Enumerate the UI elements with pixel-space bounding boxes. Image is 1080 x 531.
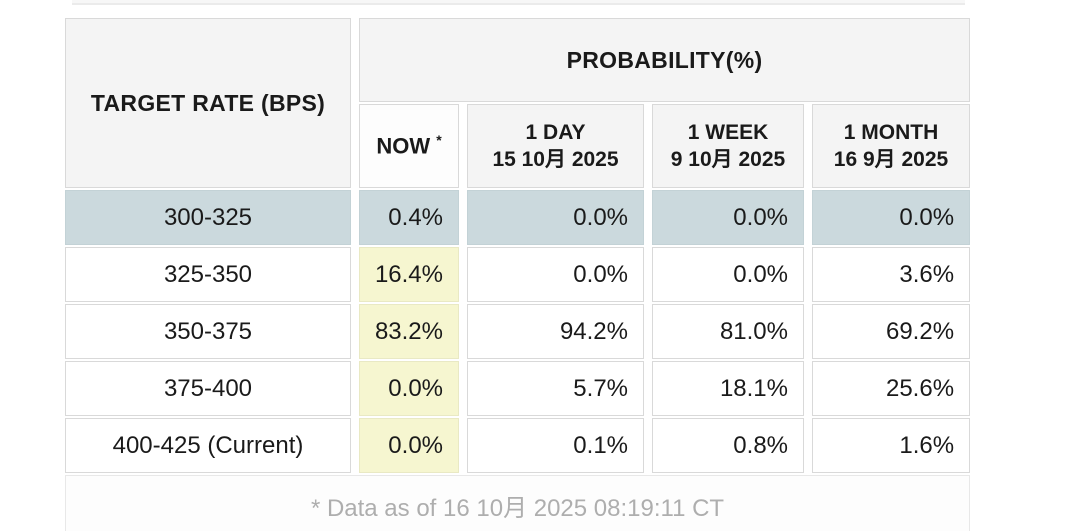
rate-range-cell: 325-350 [65, 247, 351, 302]
probability-cell-1day: 0.0% [467, 190, 644, 245]
column-label: 1 MONTH [843, 120, 939, 144]
column-label: 1 WEEK [687, 120, 769, 144]
table-row-325-350: 325-350 16.4% 0.0% 0.0% 3.6% [65, 247, 971, 302]
column-date: 15 10月 2025 [492, 148, 619, 171]
table-row-375-400: 375-400 0.0% 5.7% 18.1% 25.6% [65, 361, 971, 416]
column-date: 16 9月 2025 [833, 148, 949, 171]
probability-cell-1day: 0.0% [467, 247, 644, 302]
data-as-of-note: * Data as of 16 10月 2025 08:19:11 CT [65, 475, 971, 531]
probability-cell-now: 83.2% [359, 304, 459, 359]
probability-cell-1month: 3.6% [812, 247, 971, 302]
probability-cell-1week: 0.0% [652, 247, 804, 302]
probability-cell-now: 16.4% [359, 247, 459, 302]
target-rate-header: TARGET RATE (BPS) [65, 18, 351, 188]
probability-cell-1day: 5.7% [467, 361, 644, 416]
probability-cell-1week: 0.0% [652, 190, 804, 245]
column-date: 9 10月 2025 [670, 148, 786, 171]
header-row-top: TARGET RATE (BPS) PROBABILITY(%) [65, 18, 971, 188]
probability-header: PROBABILITY(%) [359, 18, 971, 102]
table-row-400-425-current: 400-425 (Current) 0.0% 0.1% 0.8% 1.6% [65, 418, 971, 473]
probability-cell-1week: 18.1% [652, 361, 804, 416]
header-row-columns: NOW * 1 DAY 15 10月 2025 1 WEEK 9 10月 202… [65, 104, 971, 188]
probability-cell-1week: 0.8% [652, 418, 804, 473]
column-header-1week: 1 WEEK 9 10月 2025 [652, 104, 804, 188]
now-label: NOW [376, 133, 431, 159]
column-label: 1 DAY [525, 120, 586, 144]
probability-cell-1month: 1.6% [812, 418, 971, 473]
rate-range-cell: 350-375 [65, 304, 351, 359]
column-header-now: NOW * [359, 104, 459, 188]
probability-cell-1month: 69.2% [812, 304, 971, 359]
page-top-divider [72, 0, 965, 5]
probability-cell-1month: 25.6% [812, 361, 971, 416]
probability-cell-now: 0.0% [359, 361, 459, 416]
probability-cell-1month: 0.0% [812, 190, 971, 245]
rate-range-cell: 375-400 [65, 361, 351, 416]
rate-range-cell: 400-425 (Current) [65, 418, 351, 473]
now-asterisk: * [436, 132, 442, 149]
rate-range-cell: 300-325 [65, 190, 351, 245]
table-row-350-375: 350-375 83.2% 94.2% 81.0% 69.2% [65, 304, 971, 359]
fedwatch-probability-table: TARGET RATE (BPS) PROBABILITY(%) NOW * 1… [57, 16, 978, 531]
column-header-1day: 1 DAY 15 10月 2025 [467, 104, 644, 188]
table-row-300-325: 300-325 0.4% 0.0% 0.0% 0.0% [65, 190, 971, 245]
column-header-1month: 1 MONTH 16 9月 2025 [812, 104, 971, 188]
probability-cell-1day: 94.2% [467, 304, 644, 359]
probability-cell-now: 0.4% [359, 190, 459, 245]
probability-cell-now: 0.0% [359, 418, 459, 473]
probability-cell-1week: 81.0% [652, 304, 804, 359]
probability-cell-1day: 0.1% [467, 418, 644, 473]
footer-row: * Data as of 16 10月 2025 08:19:11 CT [65, 475, 971, 531]
